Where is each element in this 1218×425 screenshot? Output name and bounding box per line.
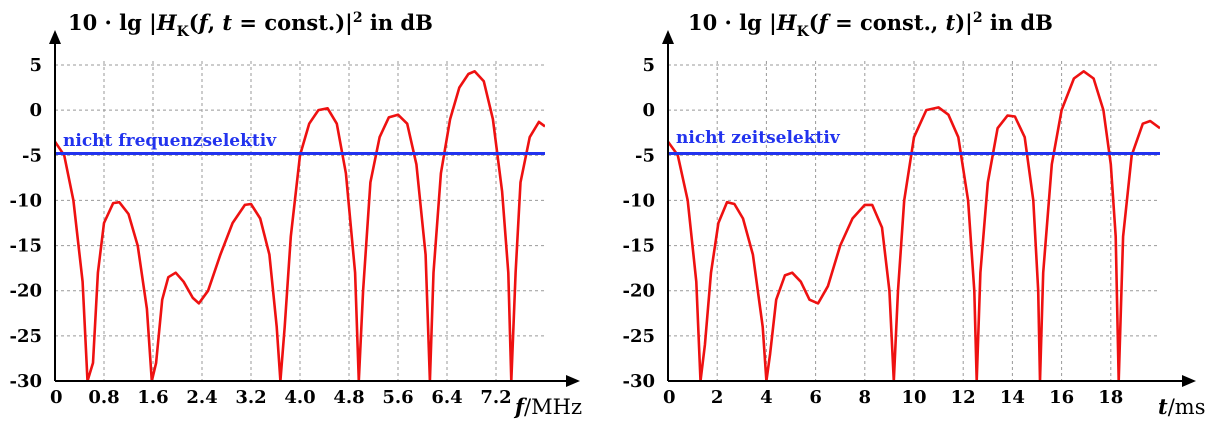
labels: 5 0 -5 -10 -15 -20 -25 -30 0 0.8 1.6 2.4 3.2 4.0 4.8 5.…	[9, 10, 582, 419]
x-tick-label: 5.6	[382, 387, 413, 408]
x-tick-label: 2.4	[186, 387, 217, 408]
y-axis-arrow	[662, 30, 674, 44]
labels: 5 0 -5 -10 -15 -20 -25 -30 0 2 4 6 8 10 12 14 16 18 t/ms 10…	[622, 10, 1205, 419]
y-tick-label: 5	[29, 55, 42, 76]
y-tick-label: 5	[642, 55, 655, 76]
reference-annotation: nicht zeitselektiv	[676, 128, 841, 148]
x-tick-label: 14	[1000, 387, 1025, 408]
x-tick-label: 4.8	[333, 387, 364, 408]
reference-annotation: nicht frequenzselektiv	[63, 131, 277, 151]
chart-right: 5 0 -5 -10 -15 -20 -25 -30 0 2 4 6 8 10 12 14 16 18 t/ms 10…	[622, 10, 1205, 419]
x-tick-label: 6.4	[431, 387, 462, 408]
y-tick-label: 0	[29, 100, 42, 121]
curves	[668, 70, 1160, 381]
y-tick-label: -30	[622, 371, 655, 392]
x-axis-label: t/ms	[1158, 394, 1205, 419]
x-tick-label: 4	[760, 387, 773, 408]
response-curve	[668, 70, 1160, 381]
x-tick-label: 10	[901, 387, 926, 408]
curves	[55, 70, 545, 381]
y-tick-label: -20	[9, 281, 42, 302]
y-tick-label: -5	[22, 145, 42, 166]
x-tick-label: 0	[663, 387, 676, 408]
x-tick-label: 8	[859, 387, 872, 408]
x-tick-label: 1.6	[137, 387, 168, 408]
x-tick-label: 3.2	[235, 387, 266, 408]
x-tick-label: 4.0	[284, 387, 315, 408]
grid	[55, 61, 545, 381]
chart-title: 10 · lg |HK(f = const., t)|2 in dB	[688, 10, 1053, 40]
y-tick-label: -5	[635, 145, 655, 166]
axes	[49, 30, 580, 387]
chart-left: 5 0 -5 -10 -15 -20 -25 -30 0 0.8 1.6 2.4 3.2 4.0 4.8 5.…	[9, 10, 582, 419]
y-tick-label: -20	[622, 281, 655, 302]
chart-title: 10 · lg |HK(f, t = const.)|2 in dB	[68, 10, 433, 40]
x-tick-label: 2	[711, 387, 724, 408]
x-tick-label: 0	[50, 387, 63, 408]
y-tick-label: 0	[642, 100, 655, 121]
y-tick-label: -10	[9, 190, 42, 211]
x-tick-label: 6	[809, 387, 822, 408]
y-tick-label: -30	[9, 371, 42, 392]
y-axis-arrow	[49, 30, 61, 44]
response-curve	[55, 70, 545, 381]
x-tick-label: 7.2	[480, 387, 511, 408]
grid	[668, 61, 1160, 381]
x-axis-label: f/MHz	[513, 394, 582, 419]
y-tick-label: -15	[9, 236, 42, 257]
x-tick-label: 16	[1049, 387, 1074, 408]
x-axis-arrow	[566, 375, 580, 387]
x-axis-arrow	[1182, 375, 1196, 387]
x-tick-label: 12	[951, 387, 976, 408]
x-tick-label: 0.8	[88, 387, 119, 408]
axes	[662, 30, 1196, 387]
y-tick-label: -25	[622, 326, 655, 347]
y-tick-label: -10	[622, 190, 655, 211]
x-tick-label: 18	[1098, 387, 1123, 408]
y-tick-label: -15	[622, 236, 655, 257]
y-tick-label: -25	[9, 326, 42, 347]
